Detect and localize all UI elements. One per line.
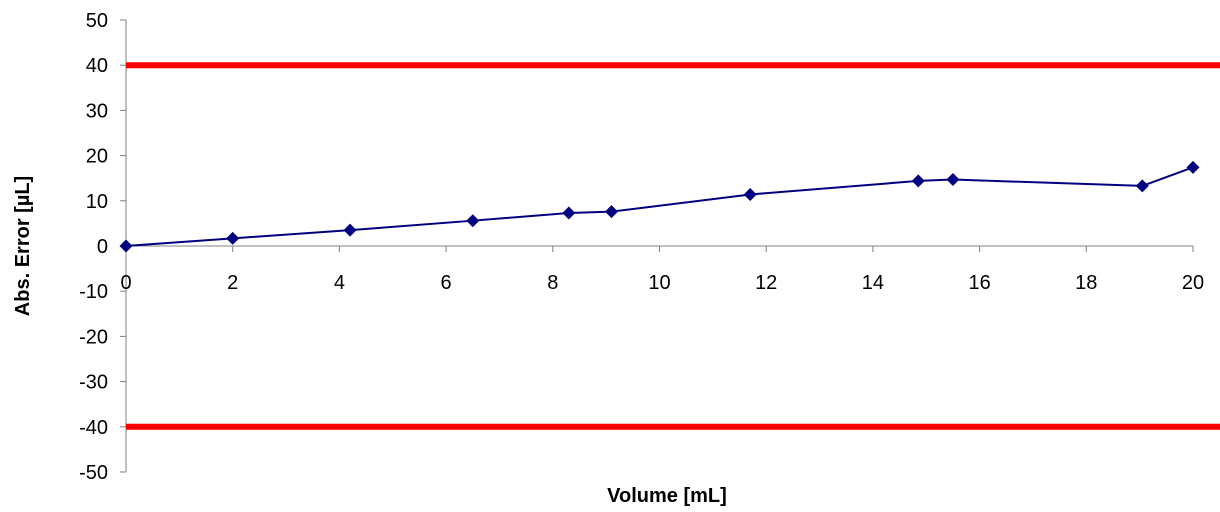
data-point-marker — [343, 223, 357, 237]
data-point-marker — [743, 187, 757, 201]
x-tick-label: 0 — [120, 272, 131, 294]
x-tick-label: 20 — [1182, 272, 1204, 294]
x-tick-label: 4 — [334, 272, 345, 294]
y-tick-label: 0 — [97, 236, 108, 258]
y-tick-label: -10 — [79, 281, 108, 303]
x-tick-label: 10 — [648, 272, 670, 294]
x-axis-title: Volume [mL] — [607, 485, 727, 507]
x-axis — [125, 245, 1194, 252]
data-point-marker — [1186, 160, 1200, 174]
x-tick-label: 12 — [755, 272, 777, 294]
x-tick-label: 2 — [227, 272, 238, 294]
y-tick-label: 20 — [86, 146, 108, 168]
y-tick-label: -40 — [79, 417, 108, 439]
tick-labels: 50 40 30 20 10 0 -10 -20 -30 -40 -50 0 2 4 6 8 10 12 14 16 1… — [79, 10, 1204, 484]
y-tick-label: -50 — [79, 462, 108, 484]
y-tick-label: 50 — [86, 10, 108, 32]
x-tick-label: 18 — [1075, 272, 1097, 294]
y-tick-label: -20 — [79, 326, 108, 348]
data-point-marker — [1135, 179, 1149, 193]
y-tick-label: 10 — [86, 191, 108, 213]
series — [119, 160, 1200, 253]
y-tick-label: -30 — [79, 372, 108, 394]
data-point-marker — [911, 174, 925, 188]
data-point-marker — [946, 173, 960, 187]
series-line — [125, 166, 1194, 247]
data-point-marker — [562, 206, 576, 220]
x-tick-label: 8 — [547, 272, 558, 294]
data-point-marker — [119, 239, 133, 253]
limit-lines — [126, 62, 1220, 430]
x-tick-label: 6 — [441, 272, 452, 294]
y-axis-title: Abs. Error [µL] — [12, 176, 34, 316]
y-tick-label: 30 — [86, 100, 108, 122]
data-point-marker — [226, 231, 240, 245]
data-point-marker — [466, 214, 480, 228]
y-tick-label: 40 — [86, 55, 108, 77]
x-tick-label: 16 — [968, 272, 990, 294]
data-point-marker — [604, 205, 618, 219]
x-tick-label: 14 — [862, 272, 884, 294]
